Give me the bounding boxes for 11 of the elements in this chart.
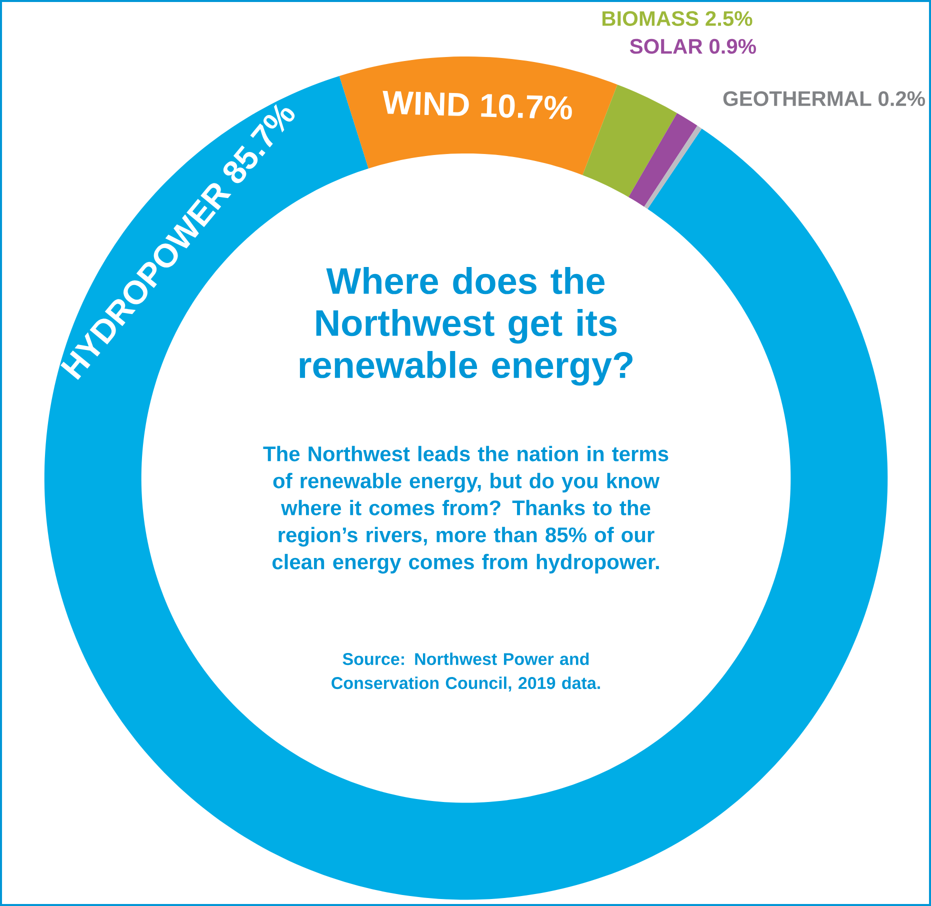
text: The Northwest leads the nation in terms of renewable energy, but do you know where it comes from? Thanks to the region’s rivers, more than 85% of our clean energy comes from hydropower. bbox=[263, 446, 668, 574]
data-label: 10.7% bbox=[481, 94, 572, 120]
data-label: 0.2% bbox=[878, 91, 926, 106]
text: Where does the Northwest get its renewable energy? bbox=[300, 266, 632, 386]
data-label: 0.9% bbox=[710, 38, 756, 54]
slice-label: BIOMASS bbox=[602, 11, 698, 26]
source-note: Source: Northwest Power and Conservation Council, 2019 data. bbox=[332, 652, 600, 692]
data-label: 2.5% bbox=[706, 11, 752, 26]
slice-label: GEOTHERMAL bbox=[723, 91, 872, 106]
slice-label: WIND bbox=[382, 90, 469, 116]
slice-label: SOLAR bbox=[630, 38, 702, 54]
